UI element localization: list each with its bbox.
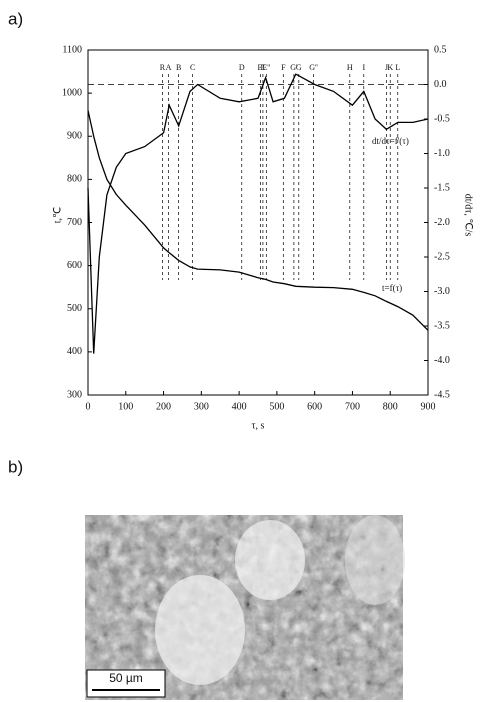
- marker-label: L: [395, 63, 400, 72]
- y2-tick-label: -4.0: [434, 355, 450, 366]
- marker-label: G: [296, 63, 302, 72]
- y2-tick-label: -3.5: [434, 320, 450, 331]
- grain: [345, 515, 405, 605]
- y2-tick-label: -4.5: [434, 389, 450, 400]
- y2-tick-label: 0.5: [434, 44, 447, 55]
- marker-label: E: [260, 63, 265, 72]
- y-tick-label: 700: [67, 217, 82, 228]
- x-tick-label: 900: [421, 401, 436, 412]
- y2-tick-label: -2.5: [434, 251, 450, 262]
- y2-tick-label: -3.0: [434, 286, 450, 297]
- panel-label: b): [8, 457, 23, 476]
- x-tick-label: 800: [383, 401, 398, 412]
- x-tick-label: 100: [118, 401, 133, 412]
- x-tick-label: 400: [232, 401, 247, 412]
- y2-tick-label: -2.0: [434, 217, 450, 228]
- marker-label: R: [160, 63, 166, 72]
- y-axis-label: t,℃: [52, 207, 63, 224]
- x-tick-label: 600: [307, 401, 322, 412]
- series-line: [87, 110, 429, 331]
- marker-label: H: [347, 63, 353, 72]
- y2-tick-label: -1.0: [434, 148, 450, 159]
- plot-frame: [87, 49, 429, 396]
- marker-label: J: [385, 63, 388, 72]
- marker-label: E': [257, 63, 264, 72]
- marker-label: A: [166, 63, 172, 72]
- micrograph: 50 µm: [85, 515, 405, 700]
- marker-label: E'': [262, 63, 270, 72]
- y2-tick-label: 0.0: [434, 79, 447, 90]
- y-tick-label: 800: [67, 174, 82, 185]
- marker-label: K: [387, 63, 393, 72]
- x-axis-label: τ, s: [252, 420, 265, 431]
- series-label: t=f(τ): [382, 283, 402, 293]
- y-tick-label: 1000: [62, 87, 82, 98]
- marker-label: B: [176, 63, 181, 72]
- marker-label: D: [239, 63, 245, 72]
- y-tick-label: 300: [67, 389, 82, 400]
- y-tick-label: 400: [67, 346, 82, 357]
- series-line: [87, 73, 429, 354]
- marker-label: G'': [309, 63, 318, 72]
- scale-bar-box: [86, 669, 166, 698]
- y-tick-label: 1100: [62, 44, 82, 55]
- x-tick-label: 200: [156, 401, 171, 412]
- panel-label: a): [8, 9, 23, 28]
- y-tick-label: 500: [67, 303, 82, 314]
- y2-tick-label: -1.5: [434, 182, 450, 193]
- grain: [155, 575, 245, 685]
- y-tick-label: 900: [67, 131, 82, 142]
- x-tick-label: 0: [86, 401, 91, 412]
- y-tick-label: 600: [67, 260, 82, 271]
- marker-label: G': [290, 63, 298, 72]
- y2-tick-label: -0.5: [434, 113, 450, 124]
- marker-label: I: [362, 63, 365, 72]
- scale-bar-label: 50 µm: [109, 671, 143, 685]
- x-tick-label: 500: [269, 401, 284, 412]
- grain: [235, 520, 305, 600]
- marker-label: F: [281, 63, 286, 72]
- x-tick-label: 300: [194, 401, 209, 412]
- x-tick-label: 700: [345, 401, 360, 412]
- y2-axis-label: dt/dτ, ℃/s: [463, 194, 474, 237]
- series-label: dt/dτ=f'(τ): [372, 136, 409, 146]
- marker-label: C: [190, 63, 195, 72]
